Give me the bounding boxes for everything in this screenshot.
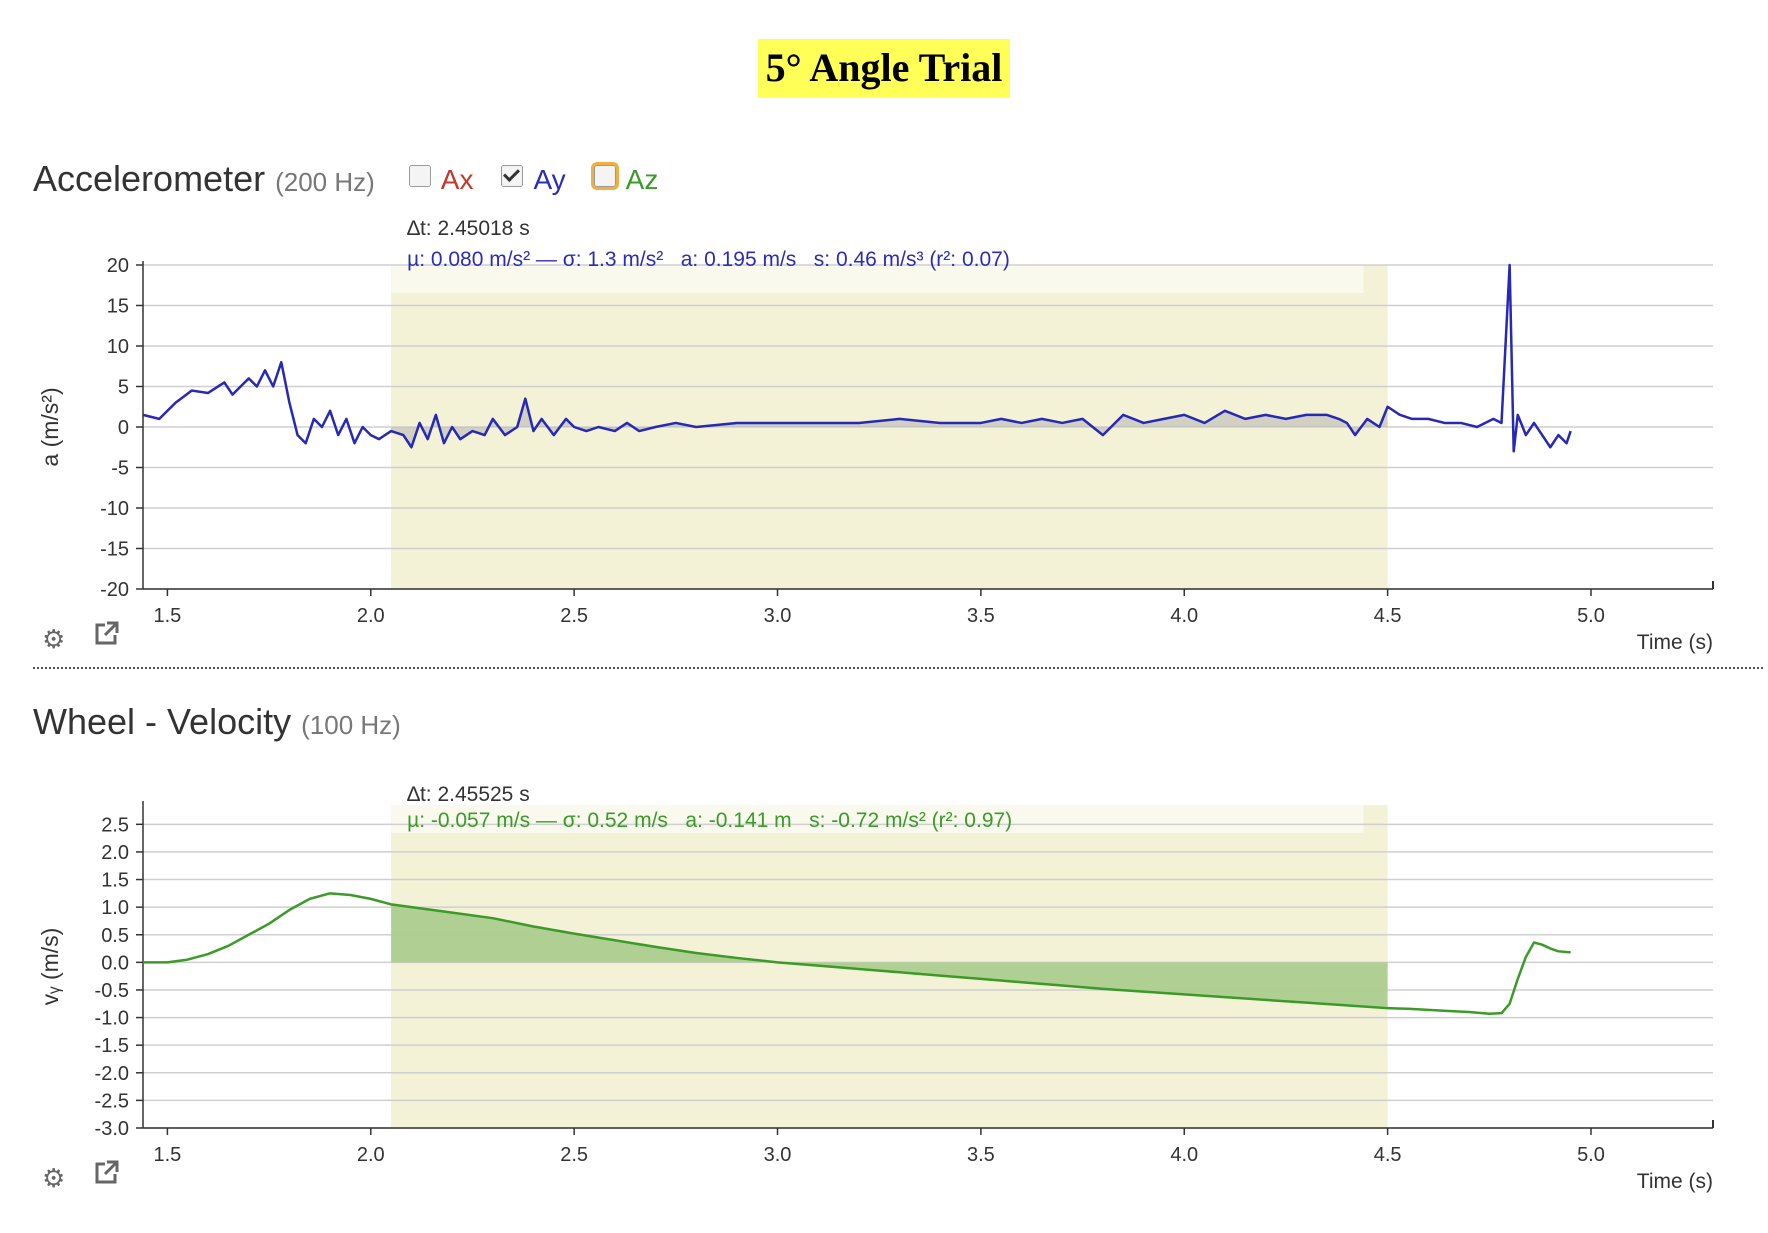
y-tick-label: -5 [111,458,129,480]
x-tick-label: 2.5 [560,1144,588,1166]
stats-line: µ: -0.057 m/s — σ: 0.52 m/s a: -0.141 m … [407,809,1012,832]
y-axis-label: vᵧ (m/s) [37,928,63,1006]
x-tick-label: 4.0 [1170,1144,1198,1166]
stats-line: µ: 0.080 m/s² — σ: 1.3 m/s² a: 0.195 m/s… [407,248,1010,271]
wheel-velocity-rate: (100 Hz) [301,710,401,740]
x-tick-label: 4.5 [1374,1144,1402,1166]
stats-box [391,265,1364,293]
accelerometer-header: Accelerometer (200 Hz) Ax Ay Az [33,158,658,200]
toggle-ay-label: Ay [533,164,566,195]
x-tick-label: 4.5 [1374,605,1402,627]
external-link-icon[interactable] [92,1159,120,1194]
stats-dt: ∆t: 2.45018 s [407,217,530,240]
x-tick-label: 2.0 [357,1144,385,1166]
accelerometer-chart[interactable]: 20 15 10 5 0 -5 -10 -15 -20 1.5 2.0 2.5 3.0 3.5 4.0 4.5… [0,0,1768,660]
toggle-ax-label: Ax [440,164,474,195]
x-tick-label: 2.5 [560,605,588,627]
accelerometer-rate: (200 Hz) [275,167,375,197]
checkbox-az[interactable] [590,162,619,190]
toggle-az-label: Az [625,164,659,195]
toggle-az[interactable]: Az [590,162,659,196]
gear-icon[interactable]: ⚙ [42,624,66,654]
checkbox-ax[interactable] [408,165,431,187]
y-tick-label: 10 [107,336,129,358]
y-tick-label: -2.5 [95,1090,129,1112]
x-tick-label: 5.0 [1577,605,1605,627]
series-line-ay [142,263,1572,453]
y-tick-label: 15 [107,296,129,318]
y-tick-label: -15 [100,539,129,561]
x-tick-label: 3.5 [967,1144,995,1166]
x-tick-label: 5.0 [1577,1144,1605,1166]
wheel-velocity-header: Wheel - Velocity (100 Hz) [33,701,401,743]
integral-area [391,398,1388,448]
y-axis-label: a (m/s²) [37,387,63,466]
y-tick-label: -10 [100,498,129,520]
y-tick-label: -1.0 [95,1008,129,1030]
y-tick-label: -0.5 [95,980,129,1002]
y-tick-label: 5 [118,377,129,399]
y-tick-label: 2.5 [101,814,129,836]
integral-area [391,904,1388,1009]
document-title-wrap: 5° Angle Trial [0,39,1768,98]
gear-icon[interactable]: ⚙ [42,1163,66,1193]
y-tick-label: 0.5 [101,925,129,947]
checkbox-ay[interactable] [501,165,524,187]
y-tick-label: 0.0 [101,952,129,974]
x-tick-label: 3.0 [764,605,792,627]
y-tick-label: -1.5 [95,1035,129,1057]
x-tick-label: 3.5 [967,605,995,627]
wheel-velocity-title: Wheel - Velocity [33,701,292,742]
y-tick-label: -2.0 [95,1063,129,1085]
x-tick-label: 4.0 [1170,605,1198,627]
stats-box [391,805,1364,833]
x-axis-label: Time (s) [1637,631,1713,654]
panel-divider [33,667,1763,669]
x-tick-label: 2.0 [357,605,385,627]
y-tick-label: -20 [100,579,129,601]
x-axis-label: Time (s) [1637,1170,1713,1193]
toggle-ay[interactable]: Ay [501,164,566,196]
y-tick-label: 1.0 [101,897,129,919]
x-tick-label: 3.0 [764,1144,792,1166]
x-tick-label: 1.5 [153,605,181,627]
y-tick-label: 0 [118,417,129,439]
stats-dt: ∆t: 2.45525 s [407,783,530,806]
external-link-icon[interactable] [92,620,120,655]
x-tick-label: 1.5 [153,1144,181,1166]
series-line-vy [143,892,1571,1015]
y-tick-label: 2.0 [101,842,129,864]
toggle-ax[interactable]: Ax [408,164,474,196]
accelerometer-title: Accelerometer [33,158,266,199]
y-tick-label: -3.0 [95,1118,129,1140]
y-tick-label: 20 [107,255,129,277]
document-title: 5° Angle Trial [757,39,1011,98]
y-tick-label: 1.5 [101,870,129,892]
